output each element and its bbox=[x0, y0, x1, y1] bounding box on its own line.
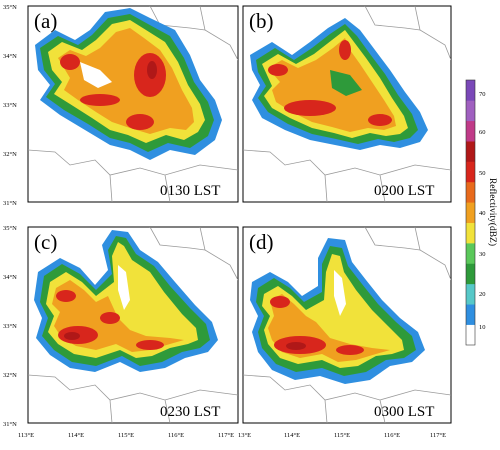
echo-core bbox=[268, 64, 288, 76]
echo-gap bbox=[334, 270, 346, 316]
panel-a: (a) 0130 LST bbox=[27, 5, 239, 203]
colorbar-label-10: 10 bbox=[479, 324, 486, 331]
colorbar-swatch bbox=[466, 304, 475, 325]
y-tick-bottom-0: 35°N bbox=[3, 225, 17, 232]
echo-field bbox=[28, 227, 238, 423]
echo-core bbox=[286, 342, 306, 350]
echo-core bbox=[270, 296, 290, 308]
echo-gap bbox=[118, 265, 130, 310]
echo-core bbox=[336, 345, 364, 355]
panel-c: (c) 0230 LST bbox=[27, 226, 239, 424]
y-tick-bottom-2: 33°N bbox=[3, 323, 17, 330]
echo-core bbox=[339, 40, 351, 60]
x-tick-right-3: 116°E bbox=[384, 432, 400, 439]
colorbar-swatch bbox=[466, 181, 475, 203]
y-axis-labels: 35°N 34°N 33°N 32°N 31°N 35°N 34°N 33°N … bbox=[3, 4, 17, 428]
county-boundary bbox=[243, 227, 451, 423]
y-tick-bottom-1: 34°N bbox=[3, 274, 17, 281]
colorbar-swatch bbox=[466, 283, 475, 305]
colorbar-swatch bbox=[466, 222, 475, 244]
panel-time-d: 0300 LST bbox=[374, 404, 434, 420]
county-boundary bbox=[243, 6, 451, 202]
panel-time-c: 0230 LST bbox=[160, 404, 220, 420]
x-tick-left-4: 117°E bbox=[218, 432, 234, 439]
colorbar: 70 60 50 40 30 20 10 Reflectivity(dBZ) bbox=[465, 79, 498, 346]
echo-gap bbox=[330, 70, 362, 96]
echo-core bbox=[56, 290, 76, 302]
echo-field bbox=[28, 6, 238, 202]
x-axis-labels: 113°E 114°E 115°E 116°E 117°E 13°E 114°E… bbox=[18, 432, 446, 439]
colorbar-swatch bbox=[466, 141, 475, 162]
panel-letter-d: (d) bbox=[249, 230, 274, 254]
colorbar-swatch bbox=[466, 80, 475, 101]
echo-core bbox=[80, 94, 120, 106]
y-tick-top-4: 31°N bbox=[3, 200, 17, 207]
x-tick-left-2: 115°E bbox=[118, 432, 134, 439]
colorbar-swatch bbox=[466, 263, 475, 285]
echo-core bbox=[147, 61, 157, 79]
colorbar-label-20: 20 bbox=[479, 291, 486, 298]
x-tick-right-0: 13°E bbox=[238, 432, 251, 439]
x-tick-right-2: 115°E bbox=[334, 432, 350, 439]
y-tick-top-1: 34°N bbox=[3, 53, 17, 60]
echo-core bbox=[60, 54, 80, 70]
echo-core bbox=[284, 100, 336, 116]
colorbar-label-40: 40 bbox=[479, 210, 486, 217]
panel-letter-a: (a) bbox=[34, 9, 57, 33]
y-tick-bottom-4: 31°N bbox=[3, 421, 17, 428]
colorbar-frame bbox=[465, 79, 476, 346]
y-tick-top-3: 32°N bbox=[3, 151, 17, 158]
echo-field bbox=[243, 6, 451, 202]
colorbar-swatches bbox=[466, 80, 475, 346]
county-boundary bbox=[28, 6, 238, 202]
x-tick-left-3: 116°E bbox=[168, 432, 184, 439]
echo-core bbox=[368, 114, 392, 126]
y-tick-top-2: 33°N bbox=[3, 102, 17, 109]
colorbar-label-70: 70 bbox=[479, 91, 486, 98]
x-tick-left-1: 114°E bbox=[68, 432, 84, 439]
echo-core bbox=[126, 114, 154, 130]
panel-time-a: 0130 LST bbox=[160, 183, 220, 199]
colorbar-swatch bbox=[466, 161, 475, 183]
panel-time-b: 0200 LST bbox=[374, 183, 434, 199]
colorbar-swatch bbox=[466, 120, 475, 142]
panel-letter-c: (c) bbox=[34, 230, 57, 254]
colorbar-label-60: 60 bbox=[479, 129, 486, 136]
y-tick-top-0: 35°N bbox=[3, 4, 17, 11]
echo-core bbox=[136, 340, 164, 350]
colorbar-swatch bbox=[466, 324, 475, 346]
y-tick-bottom-3: 32°N bbox=[3, 372, 17, 379]
echo-gap bbox=[80, 62, 112, 88]
colorbar-label-30: 30 bbox=[479, 251, 486, 258]
colorbar-swatch bbox=[466, 202, 475, 223]
panel-d: (d) 0300 LST bbox=[242, 226, 452, 424]
panel-letter-b: (b) bbox=[249, 9, 274, 33]
colorbar-title: Reflectivity(dBZ) bbox=[487, 178, 498, 246]
colorbar-label-50: 50 bbox=[479, 170, 486, 177]
x-tick-right-4: 117°E bbox=[430, 432, 446, 439]
x-tick-right-1: 114°E bbox=[284, 432, 300, 439]
panel-b: (b) 0200 LST bbox=[242, 5, 452, 203]
x-tick-left-0: 113°E bbox=[18, 432, 34, 439]
county-boundary bbox=[28, 227, 238, 423]
echo-layer-40 bbox=[58, 28, 194, 134]
echo-core bbox=[64, 332, 80, 340]
colorbar-swatch bbox=[466, 100, 475, 122]
echo-core bbox=[100, 312, 120, 324]
colorbar-swatch bbox=[466, 243, 475, 264]
echo-field bbox=[243, 227, 451, 423]
